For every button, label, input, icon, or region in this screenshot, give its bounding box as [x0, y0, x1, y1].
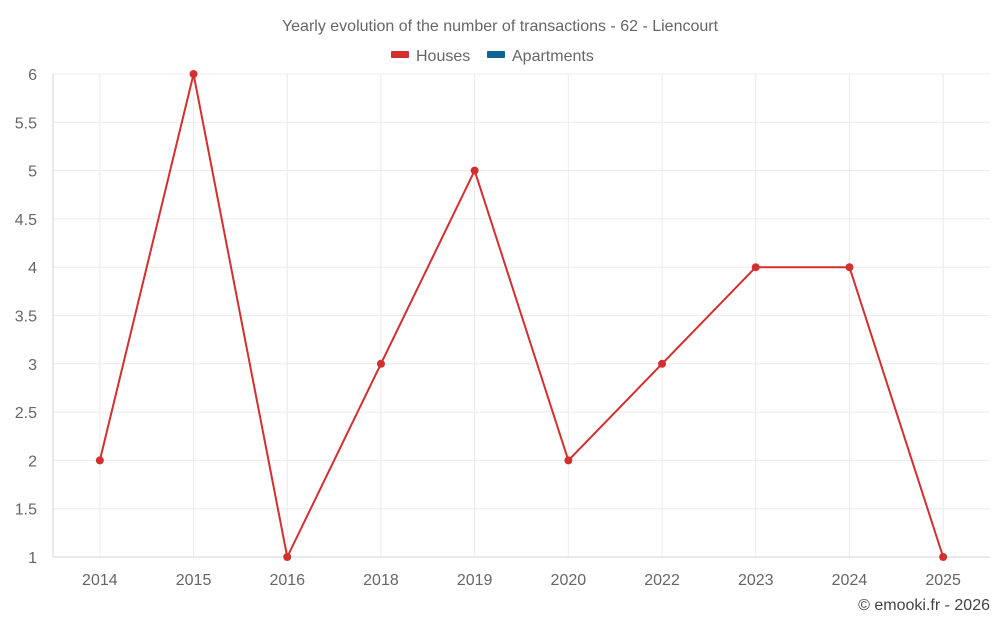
chart-title: Yearly evolution of the number of transa… [282, 18, 719, 35]
y-tick-label: 1 [28, 550, 37, 567]
y-tick-label: 6 [28, 67, 37, 84]
x-tick-label: 2015 [176, 572, 212, 589]
data-point-houses[interactable] [283, 553, 292, 561]
y-tick-label: 4.5 [15, 212, 37, 229]
data-point-houses[interactable] [470, 166, 479, 175]
legend-label-houses: Houses [416, 48, 470, 65]
x-tick-label: 2016 [269, 572, 305, 589]
series-houses [95, 70, 948, 561]
x-axis-ticks: 2014 2015 2016 2018 2019 2020 2022 2023 2024 2025 [82, 572, 961, 589]
gridlines [52, 73, 990, 558]
y-tick-label: 3 [28, 357, 37, 374]
x-tick-label: 2014 [82, 572, 118, 589]
legend-swatch-apartments [487, 51, 505, 58]
data-point-houses[interactable] [939, 553, 948, 561]
data-point-houses[interactable] [95, 456, 104, 465]
series-line-houses [98, 73, 945, 558]
legend: Houses Apartments [391, 48, 594, 65]
x-tick-label: 2022 [644, 572, 680, 589]
x-tick-label: 2023 [738, 572, 774, 589]
legend-item-apartments[interactable]: Apartments [487, 48, 594, 65]
y-tick-label: 1.5 [15, 502, 37, 519]
y-axis-ticks: 1 1.5 2 2.5 3 3.5 4 4.5 5 5.5 6 [15, 67, 37, 567]
x-tick-label: 2025 [925, 572, 961, 589]
credit-text: © emooki.fr - 2026 [858, 597, 990, 614]
y-tick-label: 5.5 [15, 115, 37, 132]
data-point-houses[interactable] [564, 456, 573, 465]
y-tick-label: 5 [28, 164, 37, 181]
x-tick-label: 2020 [551, 572, 587, 589]
data-point-houses[interactable] [189, 70, 198, 78]
data-point-houses[interactable] [845, 263, 854, 272]
y-tick-label: 2.5 [15, 405, 37, 422]
data-point-houses[interactable] [751, 263, 760, 272]
y-tick-label: 4 [28, 260, 37, 277]
data-point-houses[interactable] [376, 359, 385, 368]
legend-item-houses[interactable]: Houses [391, 48, 470, 65]
x-tick-label: 2018 [363, 572, 399, 589]
data-point-houses[interactable] [658, 359, 667, 368]
legend-label-apartments: Apartments [512, 48, 594, 65]
x-tick-label: 2019 [457, 572, 493, 589]
legend-swatch-houses [391, 51, 409, 58]
y-tick-label: 2 [28, 453, 37, 470]
y-tick-label: 3.5 [15, 309, 37, 326]
x-tick-label: 2024 [832, 572, 868, 589]
